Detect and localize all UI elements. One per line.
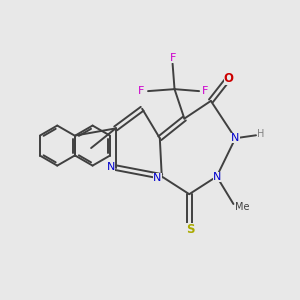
Text: N: N xyxy=(231,133,240,143)
Text: N: N xyxy=(107,162,116,172)
Text: F: F xyxy=(169,53,176,63)
Text: F: F xyxy=(138,86,145,96)
Text: F: F xyxy=(202,86,209,96)
Text: Me: Me xyxy=(235,202,250,212)
Text: N: N xyxy=(213,172,221,182)
Text: H: H xyxy=(257,129,264,139)
Text: N: N xyxy=(153,173,161,183)
Text: O: O xyxy=(224,72,233,85)
Text: S: S xyxy=(187,223,195,236)
